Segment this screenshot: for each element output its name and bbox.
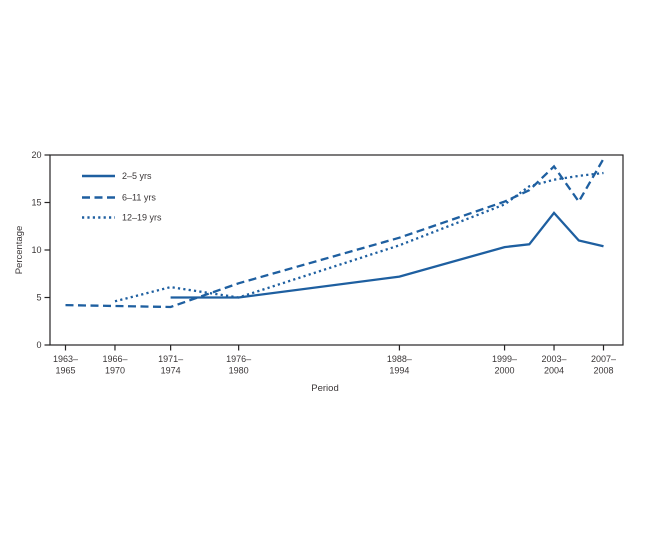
- x-tick-label-line1: 1999–: [492, 354, 517, 364]
- x-tick-label-line2: 2000: [495, 366, 515, 376]
- x-tick-label-line1: 1988–: [387, 354, 412, 364]
- y-tick-label: 15: [31, 198, 41, 208]
- series-line-12-19-yrs: [114, 171, 604, 303]
- x-tick-label-line2: 1970: [105, 366, 125, 376]
- x-tick-label-line1: 1966–: [102, 354, 127, 364]
- x-tick-label-line2: 1965: [55, 366, 75, 376]
- x-tick-label-line1: 2007–: [591, 354, 616, 364]
- x-tick-label-line2: 2008: [593, 366, 613, 376]
- x-axis-title: Period: [311, 383, 338, 394]
- legend-label: 12–19 yrs: [122, 213, 162, 223]
- x-tick-label-line1: 1963–: [53, 354, 78, 364]
- legend-item-12-19-yrs: 12–19 yrs: [82, 213, 162, 223]
- x-tick-label-line1: 2003–: [542, 354, 567, 364]
- x-tick-label-line1: 1971–: [158, 354, 183, 364]
- y-axis-title: Percentage: [14, 226, 25, 275]
- legend-label: 2–5 yrs: [122, 171, 152, 181]
- y-tick-label: 0: [36, 340, 41, 350]
- series-line-6-11-yrs: [65, 158, 605, 309]
- x-tick-label-line2: 1994: [389, 366, 409, 376]
- legend-item-2-5-yrs: 2–5 yrs: [82, 171, 152, 181]
- legend-label: 6–11 yrs: [122, 193, 156, 203]
- legend: 2–5 yrs 6–11 yrs 12–19 yrs: [82, 171, 162, 223]
- x-tick-label-line2: 1974: [161, 366, 181, 376]
- series-line-2-5-yrs: [170, 211, 604, 299]
- y-tick-label: 10: [31, 245, 41, 255]
- legend-item-6-11-yrs: 6–11 yrs: [82, 193, 156, 203]
- y-tick-label: 20: [31, 150, 41, 160]
- x-tick-label-line2: 1980: [229, 366, 249, 376]
- y-tick-label: 5: [36, 293, 41, 303]
- x-tick-label-line1: 1976–: [226, 354, 251, 364]
- x-tick-label-line2: 2004: [544, 366, 564, 376]
